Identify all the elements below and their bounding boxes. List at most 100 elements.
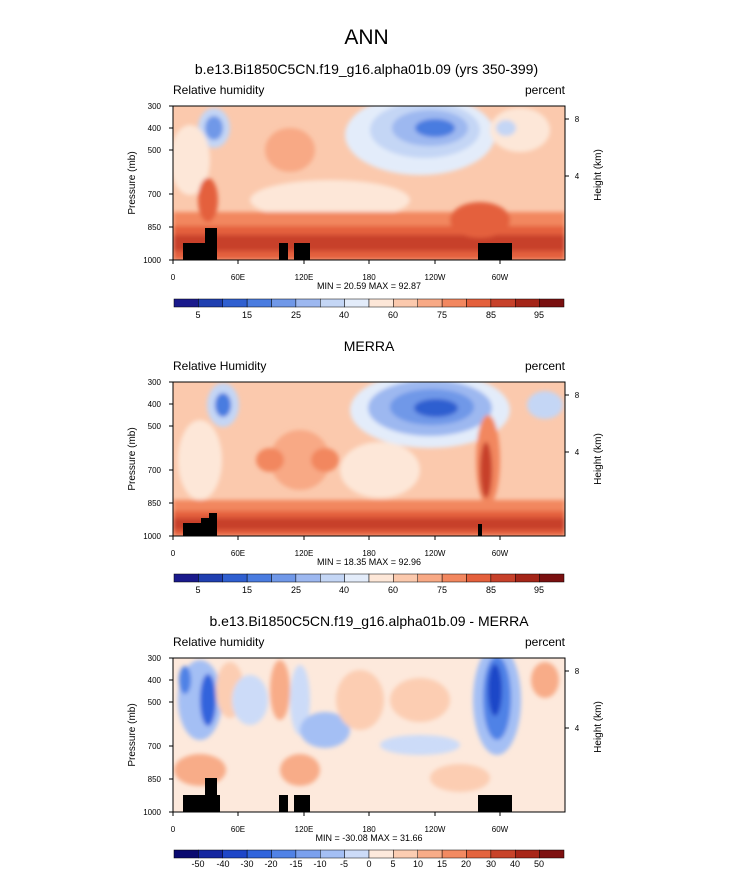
- colorbar-labels: 5 15 25 40 60 75 85 95: [195, 310, 544, 320]
- colorbar-swatch: [198, 298, 223, 308]
- colorbar-swatch: [466, 849, 492, 859]
- colorbar-label: 25: [291, 310, 301, 320]
- colorbar: [173, 298, 565, 308]
- contour-field: [173, 382, 565, 536]
- colorbar-swatch: [222, 298, 248, 308]
- panel-difference: b.e13.Bi1850C5CN.f19_g16.alpha01b.09 - M…: [127, 613, 604, 869]
- y2-tick-label: 4: [575, 172, 580, 181]
- colorbar-swatch: [393, 849, 418, 859]
- colorbar-label: 15: [437, 859, 447, 869]
- y-tick-label: 300: [148, 378, 162, 387]
- colorbar-swatch: [393, 298, 418, 308]
- y-axis-title: Pressure (mb): [127, 703, 138, 766]
- colorbar-labels: 5 15 25 40 60 75 85 95: [195, 585, 544, 595]
- x-tick-label: 120E: [295, 273, 314, 282]
- y-tick-label: 400: [148, 676, 162, 685]
- colorbar-swatch: [295, 573, 321, 583]
- topography-mask: [183, 778, 512, 812]
- x-tick-label: 60E: [231, 825, 245, 834]
- colorbar-swatch: [246, 849, 272, 859]
- contour-field: [173, 658, 565, 812]
- y-tick-label: 500: [148, 698, 162, 707]
- colorbar-swatch: [441, 849, 467, 859]
- y-axis: 300 400 500 700 850 1000: [143, 378, 173, 541]
- colorbar-swatch: [295, 298, 321, 308]
- colorbar-swatch: [466, 298, 492, 308]
- stats-label: MIN = -30.08 MAX = 31.66: [315, 833, 422, 843]
- x-axis: 0 60E 120E 180 120W 60W: [171, 260, 509, 282]
- colorbar-label: 15: [242, 585, 252, 595]
- colorbar-label: -20: [264, 859, 277, 869]
- stats-label: MIN = 18.35 MAX = 92.96: [317, 557, 421, 567]
- colorbar: [173, 849, 565, 859]
- colorbar-swatch: [515, 573, 540, 583]
- y2-axis-title: Height (km): [593, 149, 604, 201]
- colorbar-swatch: [222, 849, 248, 859]
- colorbar-label: 0: [366, 859, 371, 869]
- x-tick-label: 60E: [231, 549, 245, 558]
- colorbar-label: 75: [437, 585, 447, 595]
- colorbar-label: 30: [486, 859, 496, 869]
- x-tick-label: 120E: [295, 825, 314, 834]
- units-label: percent: [525, 83, 566, 97]
- colorbar-swatch: [515, 849, 540, 859]
- x-tick-label: 120W: [425, 273, 446, 282]
- y-tick-label: 1000: [143, 808, 161, 817]
- colorbar-swatch: [344, 849, 370, 859]
- colorbar-swatch: [466, 573, 492, 583]
- y-tick-label: 1000: [143, 532, 161, 541]
- y-axis: 300 400 500 700 850 1000: [143, 654, 173, 817]
- x-tick-label: 180: [362, 273, 376, 282]
- x-axis: 0 60E 120E 180 120W 60W: [171, 536, 509, 558]
- x-tick-label: 180: [362, 825, 376, 834]
- colorbar-label: 60: [388, 585, 398, 595]
- colorbar-swatch: [271, 849, 297, 859]
- x-axis: 0 60E 120E 180 120W 60W: [171, 812, 509, 834]
- colorbar-label: 40: [339, 310, 349, 320]
- colorbar-swatch: [539, 298, 565, 308]
- main-title: ANN: [344, 26, 388, 49]
- colorbar-label: 5: [195, 310, 200, 320]
- colorbar-label: 50: [534, 859, 544, 869]
- x-tick-label: 0: [171, 549, 176, 558]
- y-tick-label: 500: [148, 146, 162, 155]
- x-tick-label: 0: [171, 273, 176, 282]
- y-axis: 300 400 500 700 850 1000: [143, 102, 173, 265]
- colorbar-swatch: [320, 573, 345, 583]
- colorbar-swatch: [490, 298, 516, 308]
- colorbar-swatch: [393, 573, 418, 583]
- topography-mask: [183, 513, 482, 536]
- panel-title: b.e13.Bi1850C5CN.f19_g16.alpha01b.09 (yr…: [195, 61, 538, 77]
- colorbar-label: 25: [291, 585, 301, 595]
- colorbar-label: -10: [313, 859, 326, 869]
- panel-merra: MERRA Relative Humidity percent: [127, 338, 604, 595]
- colorbar-label: 95: [534, 585, 544, 595]
- y2-tick-label: 4: [575, 724, 580, 733]
- colorbar-swatch: [539, 849, 565, 859]
- y-tick-label: 850: [148, 775, 162, 784]
- y2-tick-label: 8: [575, 115, 580, 124]
- colorbar-swatch: [295, 849, 321, 859]
- colorbar-label: -15: [289, 859, 302, 869]
- y2-axis: 8 4: [565, 667, 580, 733]
- x-tick-label: 120W: [425, 549, 446, 558]
- colorbar-swatch: [417, 298, 443, 308]
- y2-tick-label: 8: [575, 667, 580, 676]
- y-tick-label: 850: [148, 499, 162, 508]
- colorbar-swatch: [246, 573, 272, 583]
- colorbar-label: -40: [216, 859, 229, 869]
- x-tick-label: 0: [171, 825, 176, 834]
- x-tick-label: 120W: [425, 825, 446, 834]
- y-tick-label: 700: [148, 742, 162, 751]
- colorbar-swatch: [271, 573, 297, 583]
- x-tick-label: 180: [362, 549, 376, 558]
- colorbar-label: 40: [339, 585, 349, 595]
- y-axis-title: Pressure (mb): [127, 427, 138, 490]
- colorbar-swatch: [368, 573, 394, 583]
- y-axis-title: Pressure (mb): [127, 151, 138, 214]
- colorbar-label: 20: [461, 859, 471, 869]
- colorbar-label: 5: [195, 585, 200, 595]
- colorbar-label: 95: [534, 310, 544, 320]
- y2-axis-title: Height (km): [593, 433, 604, 485]
